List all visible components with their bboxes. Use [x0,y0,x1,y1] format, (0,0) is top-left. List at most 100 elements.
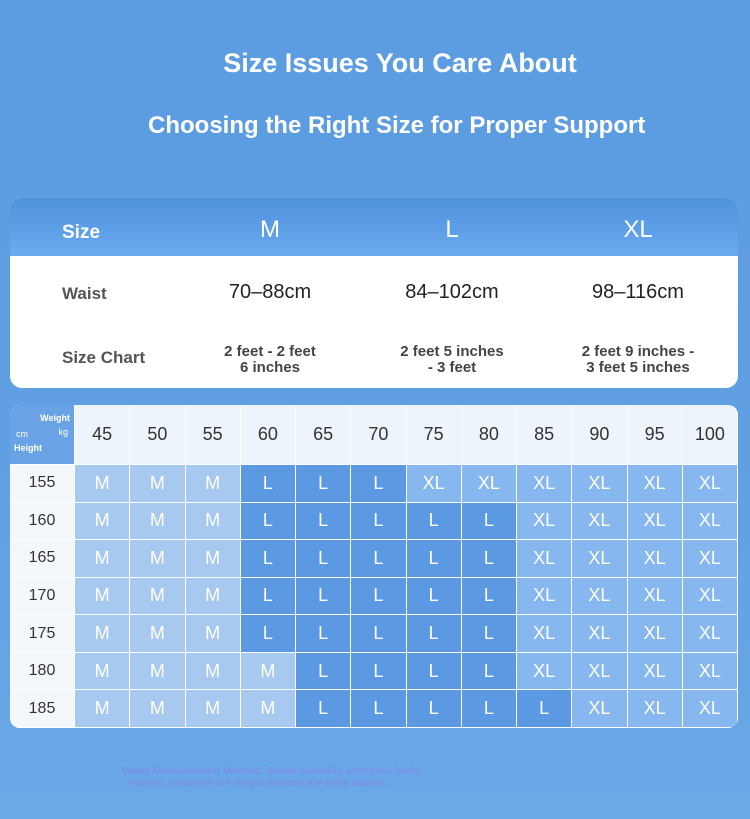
size-cell: L [406,615,462,653]
size-cell: L [240,502,296,541]
size-cell: 84–102cm [362,281,542,304]
size-cell: M [130,577,186,616]
size-label: Size [62,222,101,243]
size-cell: 2 feet - 2 feet 6 inches [180,344,360,376]
size-cell: M [75,502,131,541]
size-cell: XL [627,502,683,541]
size-cell: M [130,502,186,541]
weight-header: 100 [682,405,738,465]
size-cell: XL [461,465,517,503]
size-cell: M [75,690,131,728]
size-cell: 2 feet 5 inches - 3 feet [362,344,542,376]
size-cell: XL [682,577,738,616]
height-header: 180 [10,652,75,691]
header-strip [10,198,738,256]
size-cell: L [461,652,517,691]
size-cell: 98–116cm [548,281,728,304]
weight-header: 60 [240,405,296,465]
size-cell: L [461,615,517,653]
size-cell: M [130,540,186,578]
size-cell: XL [627,577,683,616]
size-cell: M [130,615,186,653]
cell-line: - 3 feet [427,359,477,376]
height-header: 165 [10,540,75,578]
size-cell: XL [572,502,628,541]
size-cell: L [296,540,352,578]
weight-header: 65 [296,405,352,465]
size-cell: M [75,465,131,503]
size-cell: L [351,615,407,653]
size-header: M [260,216,280,243]
size-cell: L [351,540,407,578]
size-cell: XL [682,540,738,578]
size-cell: M [185,652,241,691]
weight-header: 80 [461,405,517,465]
size-cell: XL [517,502,573,541]
size-cell: L [406,577,462,616]
weight-header: 50 [130,405,186,465]
size-cell: M [185,540,241,578]
size-cell: M [130,465,186,503]
cell-line: 84–102cm [405,281,499,303]
weight-header: 90 [572,405,628,465]
size-cell: L [296,577,352,616]
size-cell: L [351,465,407,503]
size-cell: M [240,652,296,691]
size-cell: XL [682,652,738,691]
size-cell: 2 feet 9 inches -3 feet 5 inches [548,344,728,376]
footnote-line: relaxed, measure the length around the b… [126,777,388,789]
cell-line: 2 feet - 2 feet [224,343,316,360]
size-header: L [445,216,459,243]
weight-header: 70 [351,405,407,465]
size-cell: XL [627,540,683,578]
size-cell: XL [682,465,738,503]
cell-line: 3 feet 5 inches [586,359,690,376]
corner-height-unit: cm [16,429,28,439]
height-header: 155 [10,465,75,503]
height-header: 170 [10,577,75,616]
size-cell: XL [572,465,628,503]
size-cell: L [240,577,296,616]
size-cell: M [130,690,186,728]
size-cell: XL [517,652,573,691]
size-cell: XL [682,690,738,728]
size-cell: L [296,502,352,541]
subtitle: Choosing the Right Size for Proper Suppo… [148,112,646,139]
size-cell: L [406,690,462,728]
size-cell: L [406,652,462,691]
weight-header: 95 [627,405,683,465]
size-cell: XL [517,577,573,616]
footnote: Waist Measurement Method: Stand naturall… [122,765,420,789]
size-cell: M [130,652,186,691]
row-label: Waist [62,284,107,303]
size-cell: XL [627,652,683,691]
size-cell: XL [517,540,573,578]
cell-line: 70–88cm [228,281,312,303]
size-cell: L [461,690,517,728]
height-header: 175 [10,615,75,653]
size-cell: L [351,652,407,691]
size-cell: L [461,502,517,541]
size-cell: L [296,690,352,728]
corner-height: Height [14,443,42,453]
size-cell: M [185,577,241,616]
size-cell: L [351,577,407,616]
weight-header: 75 [406,405,462,465]
size-cell: L [517,690,573,728]
size-cell: XL [572,690,628,728]
size-cell: L [351,502,407,541]
cell-line: 2 feet 9 inches - [581,343,695,360]
cell-line: 98–116cm [592,281,684,303]
size-cell: XL [627,465,683,503]
size-grid: Weight kg cm Height 45 50 55 60 65 70 75 80 85 90 95 10… [10,405,738,728]
height-header: 185 [10,690,75,728]
size-cell: XL [517,615,573,653]
size-cell: XL [627,615,683,653]
weight-header: 45 [75,405,131,465]
size-cell: XL [682,615,738,653]
corner-weight-unit: kg [58,427,68,437]
size-cell: XL [682,502,738,541]
cell-line: 6 inches [239,359,301,376]
size-cell: 70–88cm [180,281,360,304]
